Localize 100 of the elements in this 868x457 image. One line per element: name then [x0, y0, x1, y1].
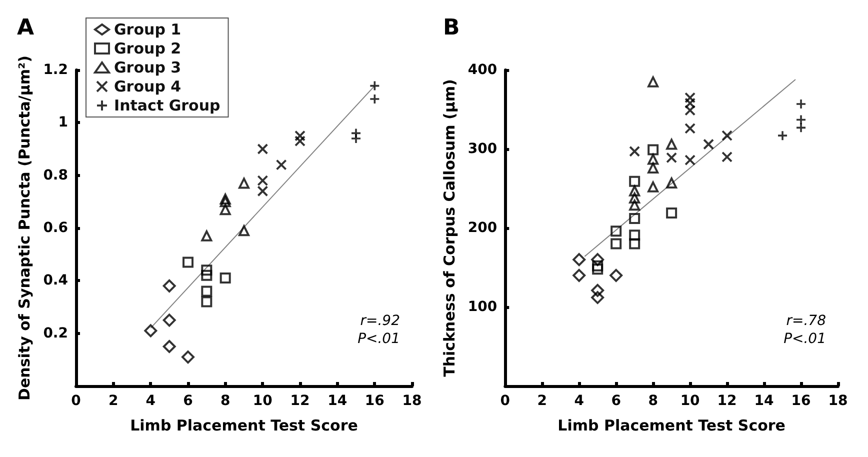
point [352, 134, 360, 143]
x-tick-label: 16 [791, 393, 811, 409]
annotation: r=.92 [360, 313, 400, 329]
point [629, 230, 640, 241]
y-tick-label: 0.6 [43, 220, 68, 236]
x-tick-label: 6 [183, 393, 193, 409]
point [666, 207, 678, 218]
x-tick-label: 10 [680, 393, 700, 409]
annotation: P<.01 [358, 331, 400, 347]
point [629, 146, 640, 157]
point [610, 226, 622, 237]
point [796, 99, 806, 108]
point [684, 154, 696, 166]
x-tick-label: 18 [828, 393, 848, 409]
point [648, 181, 659, 192]
x-tick-label: 4 [146, 393, 156, 409]
point [629, 213, 640, 224]
y-tick-label: 1 [58, 114, 68, 131]
point [666, 177, 678, 188]
x-axis-title: Limb Placement Test Score [130, 416, 358, 434]
point [629, 200, 640, 211]
x-tick-label: 2 [108, 393, 118, 409]
point [666, 138, 678, 150]
point [238, 178, 250, 189]
y-tick-label: 0.4 [43, 272, 68, 289]
point [629, 192, 640, 204]
x-tick-label: 2 [537, 393, 547, 409]
x-tick-label: 12 [290, 393, 310, 409]
legend-label: Group 2 [114, 40, 182, 58]
point [220, 272, 231, 284]
point [144, 324, 158, 338]
y-tick-label: 200 [468, 220, 498, 236]
y-tick-label: 300 [468, 141, 498, 157]
point [370, 94, 380, 104]
legend-label: Group 3 [114, 58, 182, 76]
point [648, 76, 659, 88]
point [201, 286, 212, 297]
point [592, 260, 604, 272]
point [162, 314, 176, 327]
point [796, 123, 806, 132]
legend-label: Intact Group [114, 96, 221, 114]
annotation: r=.78 [786, 313, 826, 329]
y-tick-label: 0.8 [43, 167, 68, 184]
x-tick-label: 14 [328, 393, 348, 409]
x-tick-label: 18 [402, 393, 422, 409]
point [572, 253, 586, 266]
x-tick-label: 0 [71, 393, 82, 409]
point [572, 268, 586, 282]
point [722, 151, 733, 162]
y-tick-label: 1.2 [43, 62, 68, 78]
y-axis-title: Density of Synaptic Puncta (Puncta/µm²) [16, 56, 34, 400]
point [201, 270, 212, 281]
point [684, 122, 696, 134]
y-tick-label: 0.2 [43, 325, 68, 342]
chart-title: A [17, 16, 34, 40]
point [703, 138, 714, 150]
x-tick-label: 14 [754, 393, 774, 409]
y-tick-label: 400 [468, 62, 498, 78]
point [610, 268, 623, 282]
x-tick-label: 6 [611, 393, 621, 409]
point [648, 144, 659, 156]
x-tick-label: 12 [717, 393, 737, 409]
x-tick-label: 10 [252, 393, 273, 409]
point [257, 144, 268, 154]
point [162, 279, 176, 292]
point [648, 154, 659, 165]
point [182, 256, 194, 268]
point [238, 225, 250, 236]
point [220, 194, 231, 205]
x-tick-label: 16 [364, 393, 384, 409]
point [182, 350, 194, 364]
point [276, 159, 287, 170]
legend-label: Group 4 [114, 78, 182, 96]
point [201, 230, 212, 242]
y-tick-label: 100 [468, 299, 498, 315]
point [162, 340, 176, 353]
point [201, 264, 212, 276]
point [778, 131, 788, 140]
point [648, 162, 659, 174]
point [591, 291, 604, 304]
x-tick-label: 0 [500, 393, 510, 409]
point [591, 253, 604, 266]
point [610, 238, 622, 250]
point [629, 185, 640, 196]
x-tick-label: 8 [220, 393, 230, 409]
point [220, 196, 231, 208]
point [629, 176, 640, 187]
point [220, 204, 231, 216]
point [722, 130, 733, 142]
point [201, 296, 212, 308]
chart-title: B [443, 16, 460, 40]
x-tick-label: 4 [574, 393, 584, 409]
point [591, 284, 604, 297]
annotation: P<.01 [784, 331, 826, 347]
point [592, 264, 604, 275]
y-axis-title: Thickness of Corpus Callosum (µm) [440, 79, 458, 377]
point [629, 238, 640, 250]
legend-label: Group 1 [114, 20, 182, 38]
x-axis-title: Limb Placement Test Score [558, 416, 786, 434]
x-tick-label: 8 [648, 393, 658, 409]
